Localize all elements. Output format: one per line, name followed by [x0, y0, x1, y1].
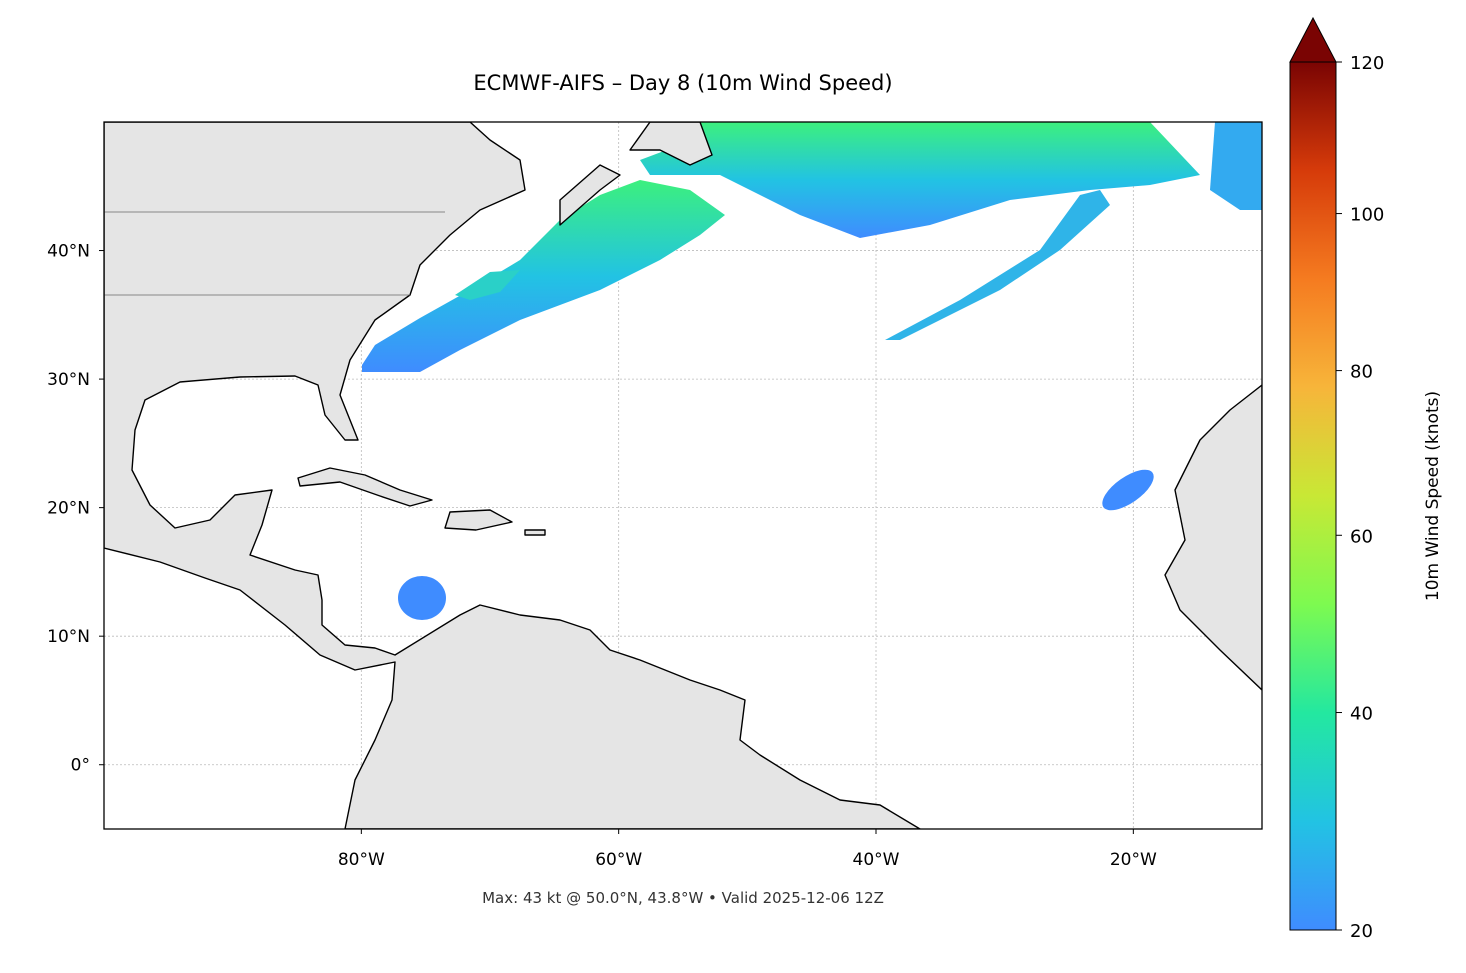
colorbar-tick-label: 20 — [1350, 921, 1373, 942]
footer: Max: 43 kt @ 50.0°N, 43.8°W • Valid 2025… — [482, 889, 884, 907]
y-tick-label: 40°N — [47, 242, 90, 262]
wind-area — [640, 122, 1200, 238]
y-tick-label: 0° — [71, 756, 90, 776]
x-tick-label: 40°W — [853, 850, 900, 870]
colorbar-extension — [1289, 16, 1337, 63]
land — [104, 122, 921, 829]
colorbar — [1289, 61, 1337, 931]
land — [559, 164, 621, 226]
colorbar-tick-label: 100 — [1350, 205, 1384, 226]
wind-area — [398, 576, 446, 620]
wind-area — [885, 190, 1110, 340]
land — [524, 529, 546, 536]
colorbar-tick-label: 60 — [1350, 526, 1373, 547]
y-tick-label: 10°N — [47, 627, 90, 647]
wind-area — [455, 270, 520, 300]
wind-area — [1210, 122, 1262, 210]
colorbar-tick-label: 120 — [1350, 53, 1384, 74]
land — [297, 467, 433, 507]
wind-area — [362, 180, 725, 372]
colorbar-label: 10m Wind Speed (knots) — [1423, 391, 1443, 601]
map — [104, 122, 1262, 829]
land — [444, 509, 513, 531]
x-tick-label: 20°W — [1110, 850, 1157, 870]
land — [1164, 384, 1262, 691]
colorbar-tick-label: 80 — [1350, 362, 1373, 383]
y-tick-label: 20°N — [47, 499, 90, 519]
colorbar-tick-label: 40 — [1350, 704, 1373, 725]
land — [629, 122, 713, 166]
x-tick-label: 60°W — [595, 850, 642, 870]
title: ECMWF-AIFS – Day 8 (10m Wind Speed) — [473, 71, 892, 95]
map-frame — [103, 121, 1263, 830]
y-tick-label: 30°N — [47, 370, 90, 390]
wind-area — [1102, 469, 1154, 511]
x-tick-label: 80°W — [338, 850, 385, 870]
